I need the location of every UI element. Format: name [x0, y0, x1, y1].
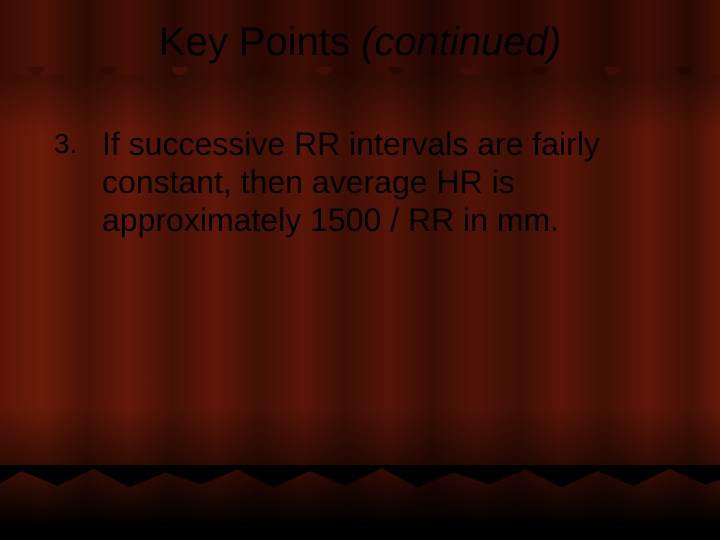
- title-main: Key Points: [159, 20, 361, 64]
- slide-content: Key Points (continued) 3. If successive …: [0, 0, 720, 540]
- title-continued: (continued): [361, 20, 561, 64]
- list-text: If successive RR intervals are fairly co…: [102, 125, 680, 239]
- list-number: 3.: [54, 125, 74, 163]
- list-item: 3. If successive RR intervals are fairly…: [54, 125, 680, 239]
- slide: Key Points (continued) 3. If successive …: [0, 0, 720, 540]
- slide-title: Key Points (continued): [0, 20, 720, 65]
- bullet-list: 3. If successive RR intervals are fairly…: [54, 125, 680, 239]
